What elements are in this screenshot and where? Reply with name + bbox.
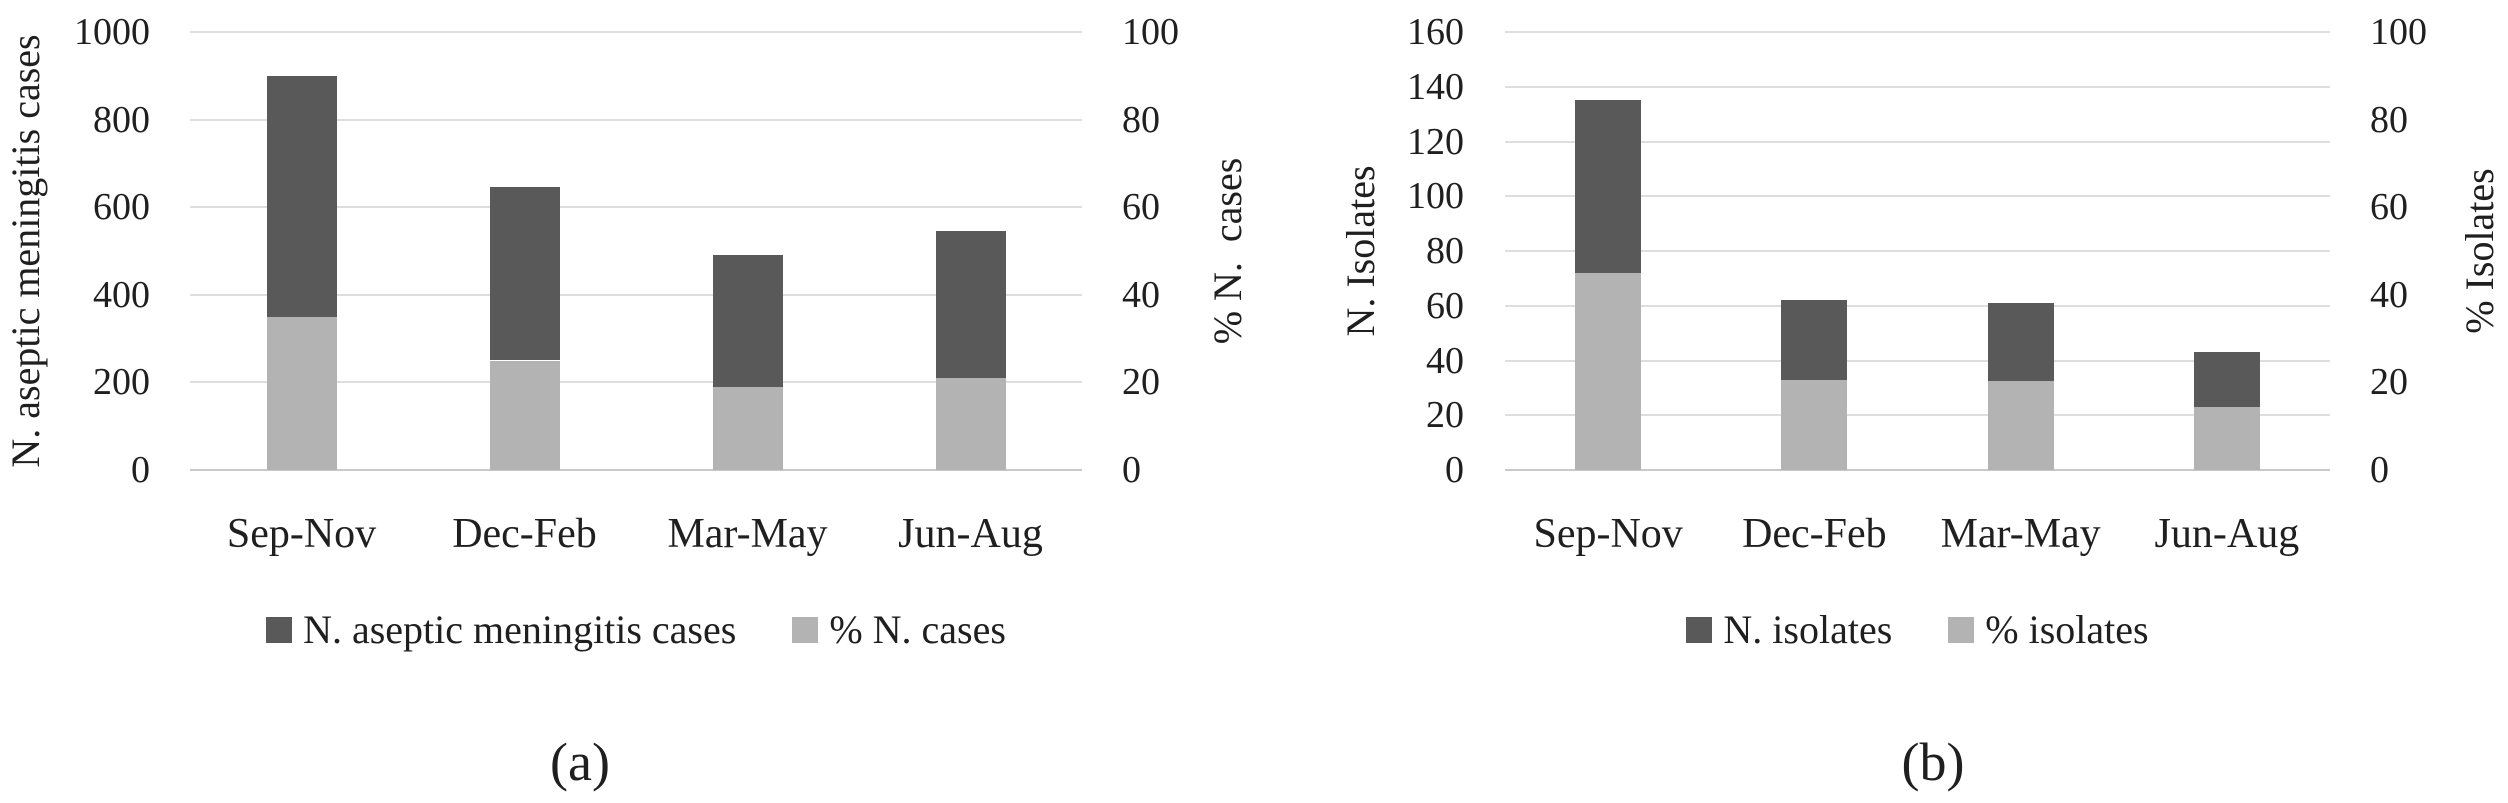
legend-item: N. aseptic meningitis cases xyxy=(266,610,736,650)
legend-swatch-icon xyxy=(1948,617,1975,643)
legend-swatch-icon xyxy=(792,617,819,643)
category-label: Jun-Aug xyxy=(2154,511,2300,557)
gridline xyxy=(190,381,1082,384)
bar-segment-count xyxy=(2193,352,2260,408)
bar-segment-count xyxy=(1575,100,1642,274)
bar-segment-count xyxy=(1987,303,2054,382)
bar-segment-count xyxy=(489,187,560,361)
x-axis-line xyxy=(190,469,1082,471)
right-axis-tick-label: 60 xyxy=(1122,186,1160,229)
bar-segment-percent xyxy=(1781,379,1848,470)
x-axis-line xyxy=(1505,469,2330,471)
bar-segment-count xyxy=(712,255,783,387)
right-axis-tick-label: 60 xyxy=(2370,186,2408,229)
legend-label: N. aseptic meningitis cases xyxy=(303,607,737,652)
left-axis-title: N. Isolates xyxy=(1338,165,1383,337)
legend-item: % isolates xyxy=(1948,607,2149,652)
category-label: Sep-Nov xyxy=(1533,511,1683,557)
left-axis-tick-label: 120 xyxy=(1407,120,1464,163)
gridline xyxy=(1505,195,2330,198)
left-axis-tick-label: 200 xyxy=(93,361,150,404)
bar-segment-percent xyxy=(1575,273,1642,470)
bar-segment-count xyxy=(935,231,1006,378)
legend-swatch-icon xyxy=(266,617,293,643)
legend: N. aseptic meningitis cases % N. cases xyxy=(190,608,1082,652)
right-axis-tick-label: 80 xyxy=(2370,98,2408,141)
legend-label: N. isolates xyxy=(1723,607,1893,652)
right-axis-tick-label: 0 xyxy=(1122,449,1141,491)
bar-segment-count xyxy=(266,75,337,318)
category-label: Sep-Nov xyxy=(226,511,377,557)
legend-item: % N. cases xyxy=(792,610,1006,650)
right-axis-tick-label: 0 xyxy=(2370,449,2389,491)
gridline xyxy=(1505,140,2330,143)
legend: N. isolates % isolates xyxy=(1505,608,2330,652)
bar-segment-percent xyxy=(266,317,337,470)
left-axis-tick-label: 100 xyxy=(1407,175,1464,218)
left-axis-tick-label: 800 xyxy=(93,98,150,141)
legend-item: N. isolates xyxy=(1686,610,1892,650)
category-label: Dec-Feb xyxy=(452,511,597,557)
legend-label: % N. cases xyxy=(829,607,1006,652)
right-axis-title: % N. cases xyxy=(1205,157,1250,345)
category-label: Mar-May xyxy=(667,511,828,557)
bar-segment-percent xyxy=(1987,381,2054,470)
right-axis-tick-label: 80 xyxy=(1122,98,1160,141)
left-axis-tick-label: 160 xyxy=(1407,11,1464,53)
left-axis-tick-label: 80 xyxy=(1426,230,1464,272)
left-axis-tick-label: 1000 xyxy=(74,11,150,53)
right-axis-tick-label: 40 xyxy=(2370,273,2408,316)
right-axis-tick-label: 20 xyxy=(2370,361,2408,404)
category-label: Dec-Feb xyxy=(1742,511,1887,557)
gridline xyxy=(190,31,1082,33)
gridline xyxy=(1505,250,2330,252)
gridline xyxy=(1505,359,2330,362)
left-axis-title: N. aseptic meningitis cases xyxy=(3,34,48,468)
left-axis-tick-label: 20 xyxy=(1426,394,1464,437)
right-axis-title: % Isolates xyxy=(2457,168,2502,334)
left-axis-tick-label: 140 xyxy=(1407,65,1464,108)
left-axis-tick-label: 0 xyxy=(1445,449,1464,491)
gridline xyxy=(190,118,1082,121)
subfigure-caption: (b) xyxy=(1901,732,1965,792)
right-axis-tick-label: 100 xyxy=(2370,11,2427,53)
right-axis-tick-label: 20 xyxy=(1122,361,1160,404)
category-label: Jun-Aug xyxy=(898,511,1043,557)
bar-segment-count xyxy=(1781,300,1848,380)
left-axis-tick-label: 400 xyxy=(93,273,150,316)
gridline xyxy=(1505,31,2330,33)
gridline xyxy=(1505,304,2330,307)
left-axis-tick-label: 40 xyxy=(1426,339,1464,382)
left-axis-tick-label: 600 xyxy=(93,186,150,229)
gridline xyxy=(190,293,1082,296)
left-axis-tick-label: 0 xyxy=(131,449,150,491)
left-axis-tick-label: 60 xyxy=(1426,284,1464,327)
bar-segment-percent xyxy=(2193,407,2260,470)
bar-segment-percent xyxy=(935,377,1006,470)
subfigure-caption: (a) xyxy=(550,732,610,792)
right-axis-tick-label: 100 xyxy=(1122,11,1179,53)
bar-segment-percent xyxy=(489,360,560,470)
bar-segment-percent xyxy=(712,386,783,470)
category-label: Mar-May xyxy=(1940,511,2101,557)
legend-label: % isolates xyxy=(1985,607,2149,652)
right-axis-tick-label: 40 xyxy=(1122,273,1160,316)
gridline xyxy=(190,206,1082,209)
legend-swatch-icon xyxy=(1686,617,1713,643)
gridline xyxy=(1505,414,2330,417)
gridline xyxy=(1505,85,2330,88)
